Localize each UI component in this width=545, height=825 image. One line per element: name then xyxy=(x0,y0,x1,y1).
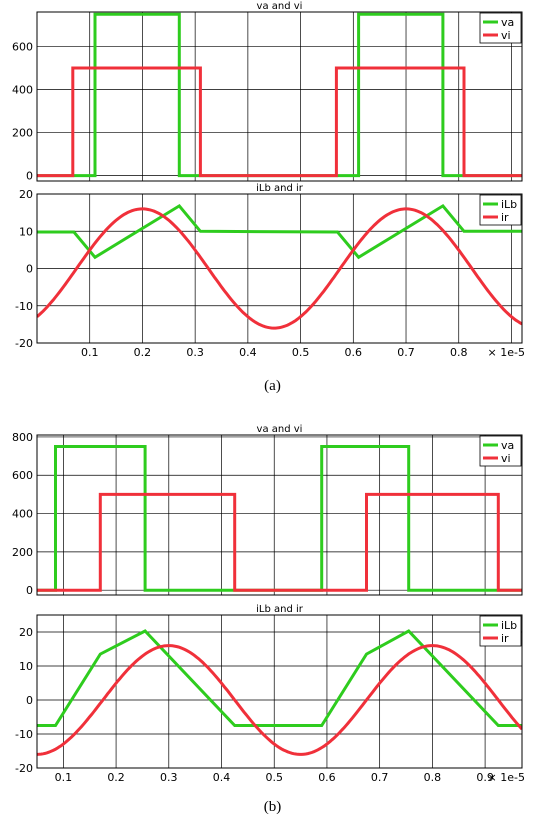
x-tick-label: 0.8 xyxy=(424,771,442,784)
y-tick-label: 600 xyxy=(12,40,33,53)
x-tick-label: 0.3 xyxy=(186,346,204,359)
y-tick-label: 0 xyxy=(26,584,33,597)
plot-frame xyxy=(36,11,523,182)
chart-title: iLb and ir xyxy=(256,604,304,615)
x-tick-label: 0.1 xyxy=(55,771,73,784)
x-unit-label: × 1e-5 xyxy=(488,771,525,784)
x-tick-label: 0.8 xyxy=(450,346,468,359)
x-tick-label: 0.5 xyxy=(265,771,283,784)
legend-label-iLb: iLb xyxy=(501,619,517,632)
legend-box xyxy=(479,12,522,44)
x-tick-label: 0.7 xyxy=(397,346,415,359)
legend-box xyxy=(479,615,522,647)
legend-label-vi: vi xyxy=(501,452,511,465)
y-tick-label: 400 xyxy=(12,508,33,521)
y-tick-label: 200 xyxy=(12,127,33,140)
y-tick-label: -20 xyxy=(15,337,33,350)
series-line-vi xyxy=(37,492,522,592)
y-tick-label: -10 xyxy=(15,728,33,741)
y-tick-label: -10 xyxy=(15,300,33,313)
caption-a: (a) xyxy=(264,378,281,394)
legend-label-va: va xyxy=(501,16,514,29)
series-line-va xyxy=(37,445,522,592)
chart-a-bottom: iLb and ir -20 -10 0 10 20 0.1 0.2 0.3 0.4 0.5 0.6 0… xyxy=(15,183,525,359)
legend-box xyxy=(479,194,522,226)
chart-title: va and vi xyxy=(257,1,303,12)
caption-b: (b) xyxy=(263,799,282,815)
y-tick-label: 20 xyxy=(19,626,33,639)
y-tick-label: 10 xyxy=(19,660,33,673)
series-line-iLb xyxy=(37,203,522,260)
x-tick-label: 0.6 xyxy=(345,346,363,359)
y-tick-label: 400 xyxy=(12,84,33,97)
y-tick-label: 600 xyxy=(12,469,33,482)
x-tick-label: 0.3 xyxy=(160,771,178,784)
y-tick-label: 0 xyxy=(26,170,33,183)
series-line-ir xyxy=(37,644,522,756)
legend-label-va: va xyxy=(501,439,514,452)
chart-b-bottom: iLb and ir -20 -10 0 10 20 0.1 0.2 0.3 0.4 0.5 0.6 0… xyxy=(15,604,525,784)
x-tick-label: 0.5 xyxy=(292,346,310,359)
x-tick-label: 0.7 xyxy=(371,771,389,784)
legend-label-ir: ir xyxy=(501,211,509,224)
y-tick-label: -20 xyxy=(15,762,33,775)
legend-label-ir: ir xyxy=(501,632,509,645)
x-tick-label: 0.4 xyxy=(239,346,257,359)
x-tick-label: 0.2 xyxy=(107,771,125,784)
chart-title: iLb and ir xyxy=(256,183,304,194)
y-tick-label: 800 xyxy=(12,431,33,444)
y-tick-label: 10 xyxy=(19,225,33,238)
y-tick-label: 0 xyxy=(26,694,33,707)
series-line-iLb xyxy=(37,629,522,727)
legend-label-iLb: iLb xyxy=(501,198,517,211)
chart-title: va and vi xyxy=(257,424,303,435)
x-unit-label: × 1e-5 xyxy=(488,346,525,359)
y-tick-label: 200 xyxy=(12,546,33,559)
plot-frame xyxy=(36,434,523,596)
legend-label-vi: vi xyxy=(501,29,511,42)
y-tick-label: 20 xyxy=(19,188,33,201)
series-line-vi xyxy=(37,66,522,178)
series-line-ir xyxy=(37,207,522,330)
legend-box xyxy=(479,435,522,467)
x-tick-label: 0.9 xyxy=(476,771,494,784)
series-line-va xyxy=(37,12,522,178)
x-tick-label: 0.1 xyxy=(81,346,99,359)
plot-frame xyxy=(36,614,523,769)
x-tick-label: 0.2 xyxy=(134,346,152,359)
x-tick-label: 0.6 xyxy=(318,771,336,784)
x-tick-label: 0.4 xyxy=(213,771,231,784)
y-tick-label: 0 xyxy=(26,263,33,276)
plot-frame xyxy=(36,193,523,344)
